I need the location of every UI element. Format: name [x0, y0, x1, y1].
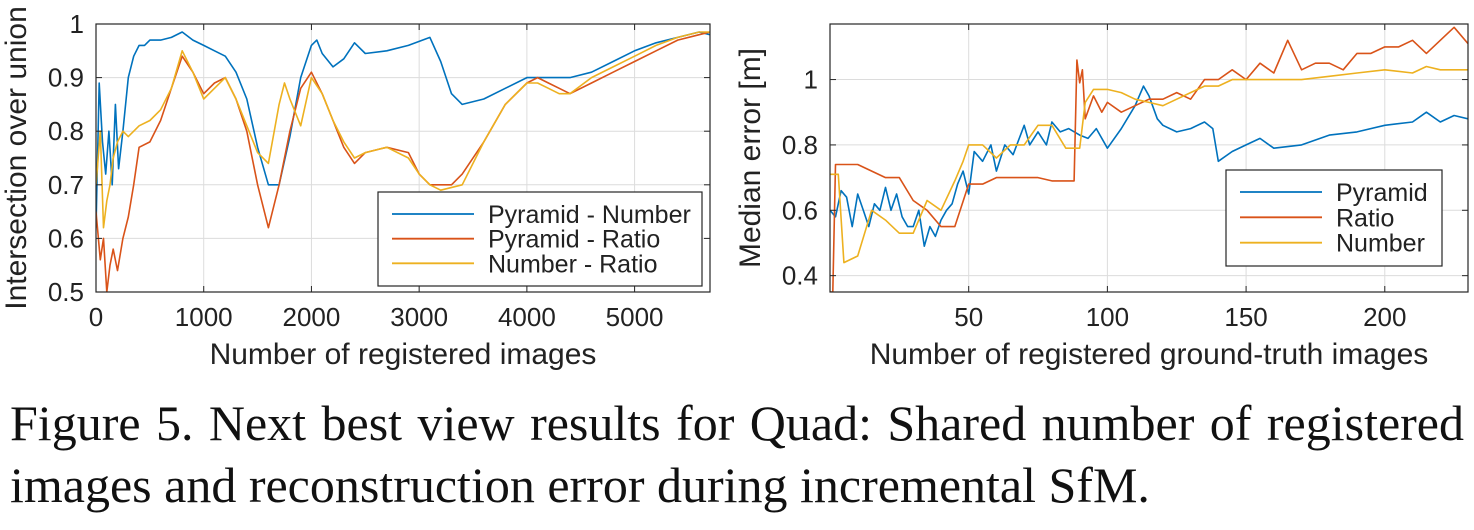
- legend-label: Ratio: [1336, 204, 1394, 232]
- y-tick-label: 0.5: [48, 277, 84, 307]
- y-tick-label: 1: [70, 9, 84, 39]
- charts-figure: 0 1000 2000 3000 4000 5000 0.5 0.6 0.7 0.8 0.9 1 Num…: [0, 6, 1469, 371]
- right-chart-median-error: 50 100 150 200 0.4 0.6 0.8 1 Number of registere…: [734, 23, 1469, 371]
- x-axis-label: Number of registered images: [210, 338, 597, 371]
- y-tick-label: 0.4: [782, 261, 818, 291]
- y-tick-label: 0.6: [48, 223, 84, 253]
- series-line-number-ratio: [96, 31, 710, 229]
- x-tick-label: 150: [1224, 302, 1267, 332]
- legend-label: Pyramid - Ratio: [488, 226, 660, 254]
- x-tick-label: 2000: [283, 302, 341, 332]
- x-tick-label: 4000: [498, 302, 556, 332]
- legend-label: Number: [1336, 230, 1425, 258]
- x-tick-label: 5000: [606, 302, 664, 332]
- y-tick-label: 0.6: [782, 195, 818, 225]
- x-tick-label: 100: [1086, 302, 1129, 332]
- y-tick-label: 0.8: [48, 116, 84, 146]
- y-tick-label: 0.8: [782, 130, 818, 160]
- legend-label: Pyramid: [1336, 179, 1428, 207]
- x-axis-label: Number of registered ground-truth images: [870, 338, 1429, 371]
- series-line-number: [830, 65, 1468, 264]
- y-axis-label: Median error [m]: [734, 48, 767, 268]
- y-tick-label: 1: [804, 65, 818, 95]
- left-chart-iou: 0 1000 2000 3000 4000 5000 0.5 0.6 0.7 0.8 0.9 1 Num…: [0, 6, 711, 371]
- series-line-ratio: [830, 26, 1468, 292]
- axes-box: [95, 23, 711, 293]
- x-tick-label: 0: [89, 302, 103, 332]
- legend-label: Pyramid - Number: [488, 201, 691, 229]
- y-tick-label: 0.9: [48, 63, 84, 93]
- x-tick-label: 200: [1363, 302, 1406, 332]
- series-line-pyramid: [830, 85, 1468, 247]
- legend-label: Number - Ratio: [488, 250, 658, 278]
- x-tick-label: 1000: [175, 302, 233, 332]
- series-line-pyramid-ratio: [96, 31, 710, 292]
- x-tick-label: 50: [954, 302, 983, 332]
- y-tick-label: 0.7: [48, 170, 84, 200]
- figure-caption: Figure 5. Next best view results for Qua…: [10, 395, 1464, 513]
- series-line-pyramid-number: [96, 31, 710, 228]
- y-axis-label: Intersection over union: [0, 6, 33, 310]
- x-tick-label: 3000: [390, 302, 448, 332]
- axes-box: [829, 23, 1469, 293]
